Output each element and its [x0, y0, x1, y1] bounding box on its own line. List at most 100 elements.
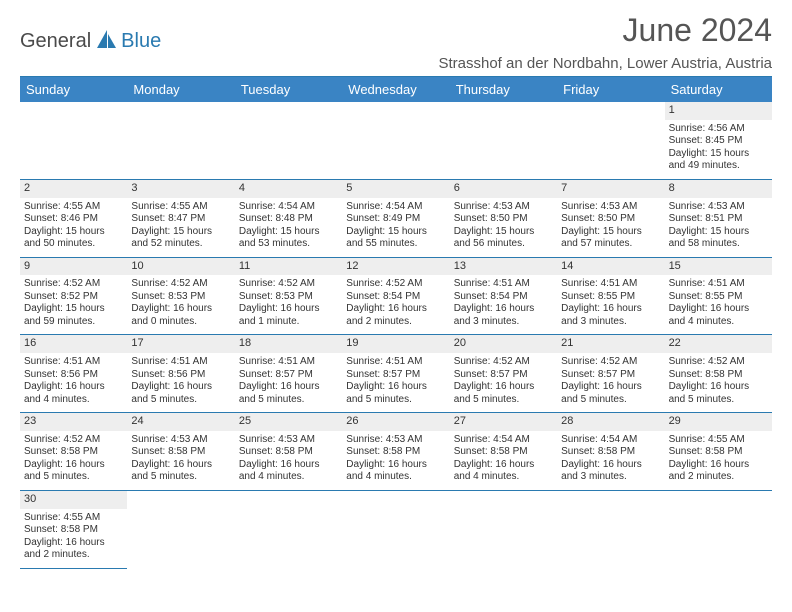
sunset-line: Sunset: 8:58 PM: [346, 446, 445, 459]
sunrise-line: Sunrise: 4:53 AM: [131, 434, 230, 447]
daylight-line: Daylight: 16 hours and 3 minutes.: [561, 459, 660, 484]
day-cell: 1Sunrise: 4:56 AMSunset: 8:45 PMDaylight…: [665, 102, 772, 180]
daylight-line: Daylight: 16 hours and 4 minutes.: [454, 459, 553, 484]
daylight-line: Daylight: 15 hours and 50 minutes.: [24, 226, 123, 251]
day-cell: 7Sunrise: 4:53 AMSunset: 8:50 PMDaylight…: [557, 180, 664, 258]
day-cell: 17Sunrise: 4:51 AMSunset: 8:56 PMDayligh…: [127, 335, 234, 413]
sunset-line: Sunset: 8:50 PM: [454, 213, 553, 226]
sunset-line: Sunset: 8:55 PM: [561, 291, 660, 304]
blank-cell: [235, 491, 342, 569]
sunrise-line: Sunrise: 4:53 AM: [561, 201, 660, 214]
sunset-line: Sunset: 8:58 PM: [24, 524, 123, 537]
sunset-line: Sunset: 8:58 PM: [454, 446, 553, 459]
daylight-line: Daylight: 15 hours and 53 minutes.: [239, 226, 338, 251]
daylight-line: Daylight: 16 hours and 2 minutes.: [346, 303, 445, 328]
day-cell: 24Sunrise: 4:53 AMSunset: 8:58 PMDayligh…: [127, 413, 234, 491]
day-number: 21: [557, 335, 664, 353]
day-cell: 5 Sunrise: 4:54 AMSunset: 8:49 PMDaylight…: [342, 180, 449, 258]
location: Strasshof an der Nordbahn, Lower Austria…: [438, 55, 772, 72]
sunrise-line: Sunrise: 4:53 AM: [346, 434, 445, 447]
sunrise-line: Sunrise: 4:54 AM: [346, 201, 445, 214]
day-cell: 18 Sunrise: 4:51 AMSunset: 8:57 PMDayligh…: [235, 335, 342, 413]
daylight-line: Daylight: 16 hours and 4 minutes.: [669, 303, 768, 328]
sunrise-line: Sunrise: 4:51 AM: [669, 278, 768, 291]
day-cell: 30Sunrise: 4:55 AMSunset: 8:58 PMDayligh…: [20, 491, 127, 569]
blank-cell: [127, 491, 234, 569]
sunrise-line: Sunrise: 4:51 AM: [561, 278, 660, 291]
daylight-line: Daylight: 16 hours and 5 minutes.: [239, 381, 338, 406]
day-number: 10: [127, 258, 234, 276]
sunset-line: Sunset: 8:57 PM: [454, 369, 553, 382]
day-number: 14: [557, 258, 664, 276]
sunset-line: Sunset: 8:53 PM: [239, 291, 338, 304]
blank-cell: [450, 491, 557, 569]
day-cell: 14 Sunrise: 4:51 AMSunset: 8:55 PMDayligh…: [557, 258, 664, 336]
daylight-line: Daylight: 16 hours and 1 minute.: [239, 303, 338, 328]
daylight-line: Daylight: 16 hours and 5 minutes.: [131, 459, 230, 484]
day-cell: 2Sunrise: 4:55 AMSunset: 8:46 PMDaylight…: [20, 180, 127, 258]
sunset-line: Sunset: 8:50 PM: [561, 213, 660, 226]
day-header: Friday: [557, 77, 664, 102]
day-cell: 28Sunrise: 4:54 AMSunset: 8:58 PMDayligh…: [557, 413, 664, 491]
sunrise-line: Sunrise: 4:51 AM: [239, 356, 338, 369]
sunset-line: Sunset: 8:57 PM: [239, 369, 338, 382]
day-header: Thursday: [450, 77, 557, 102]
sail-icon: [95, 28, 119, 55]
daylight-line: Daylight: 15 hours and 49 minutes.: [669, 148, 768, 173]
day-cell: 3Sunrise: 4:55 AMSunset: 8:47 PMDaylight…: [127, 180, 234, 258]
day-cell: 10Sunrise: 4:52 AMSunset: 8:53 PMDayligh…: [127, 258, 234, 336]
day-number: 26: [342, 413, 449, 431]
sunset-line: Sunset: 8:52 PM: [24, 291, 123, 304]
day-number: 18: [235, 335, 342, 353]
sunset-line: Sunset: 8:58 PM: [239, 446, 338, 459]
sunset-line: Sunset: 8:45 PM: [669, 135, 768, 148]
daylight-line: Daylight: 16 hours and 5 minutes.: [346, 381, 445, 406]
sunrise-line: Sunrise: 4:54 AM: [454, 434, 553, 447]
day-cell: 4Sunrise: 4:54 AMSunset: 8:48 PMDaylight…: [235, 180, 342, 258]
day-number: 27: [450, 413, 557, 431]
day-cell: 29Sunrise: 4:55 AMSunset: 8:58 PMDayligh…: [665, 413, 772, 491]
sunrise-line: Sunrise: 4:52 AM: [669, 356, 768, 369]
sunset-line: Sunset: 8:51 PM: [669, 213, 768, 226]
day-number: 5: [342, 180, 449, 198]
sunrise-line: Sunrise: 4:51 AM: [24, 356, 123, 369]
blank-cell: [557, 102, 664, 180]
day-header: Tuesday: [235, 77, 342, 102]
day-cell: 27 Sunrise: 4:54 AMSunset: 8:58 PMDayligh…: [450, 413, 557, 491]
sunset-line: Sunset: 8:49 PM: [346, 213, 445, 226]
sunrise-line: Sunrise: 4:56 AM: [669, 123, 768, 136]
sunrise-line: Sunrise: 4:52 AM: [239, 278, 338, 291]
logo: General Blue: [20, 28, 161, 55]
day-number: 9: [20, 258, 127, 276]
daylight-line: Daylight: 16 hours and 0 minutes.: [131, 303, 230, 328]
day-cell: 8Sunrise: 4:53 AMSunset: 8:51 PMDaylight…: [665, 180, 772, 258]
day-number: 20: [450, 335, 557, 353]
sunrise-line: Sunrise: 4:55 AM: [24, 512, 123, 525]
blank-cell: [20, 102, 127, 180]
blank-cell: [342, 491, 449, 569]
day-number: 7: [557, 180, 664, 198]
daylight-line: Daylight: 15 hours and 55 minutes.: [346, 226, 445, 251]
day-cell: 19Sunrise: 4:51 AMSunset: 8:57 PMDayligh…: [342, 335, 449, 413]
sunset-line: Sunset: 8:58 PM: [131, 446, 230, 459]
day-header: Monday: [127, 77, 234, 102]
sunset-line: Sunset: 8:46 PM: [24, 213, 123, 226]
day-header: Wednesday: [342, 77, 449, 102]
blank-cell: [557, 491, 664, 569]
day-cell: 11 Sunrise: 4:52 AMSunset: 8:53 PMDayligh…: [235, 258, 342, 336]
sunrise-line: Sunrise: 4:52 AM: [24, 434, 123, 447]
day-number: 11: [235, 258, 342, 276]
day-number: 28: [557, 413, 664, 431]
sunset-line: Sunset: 8:47 PM: [131, 213, 230, 226]
sunrise-line: Sunrise: 4:51 AM: [346, 356, 445, 369]
daylight-line: Daylight: 16 hours and 3 minutes.: [561, 303, 660, 328]
day-number: 15: [665, 258, 772, 276]
daylight-line: Daylight: 16 hours and 3 minutes.: [454, 303, 553, 328]
day-number: 8: [665, 180, 772, 198]
sunrise-line: Sunrise: 4:55 AM: [131, 201, 230, 214]
logo-text-general: General: [20, 30, 91, 53]
day-cell: 16Sunrise: 4:51 AMSunset: 8:56 PMDayligh…: [20, 335, 127, 413]
day-number: 23: [20, 413, 127, 431]
day-cell: 13Sunrise: 4:51 AMSunset: 8:54 PMDayligh…: [450, 258, 557, 336]
header: General Blue June 2024 Strasshof an der …: [20, 12, 772, 72]
